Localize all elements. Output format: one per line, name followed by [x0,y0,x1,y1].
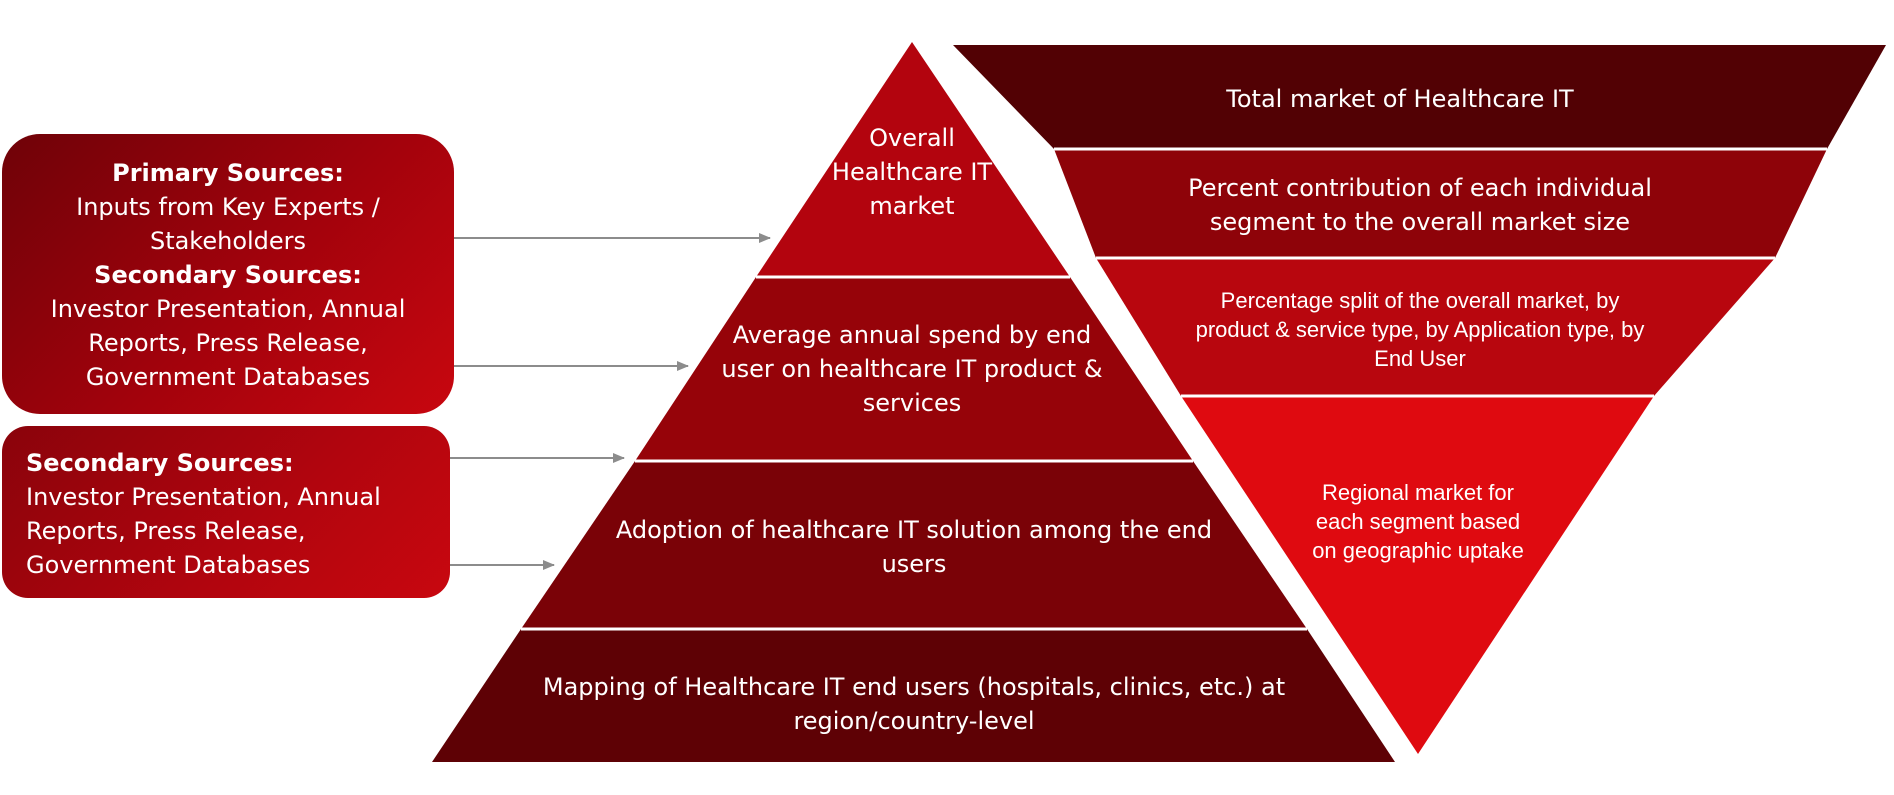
label-line: market [869,192,955,220]
secondary-sources-line: Investor Presentation, Annual [50,295,406,323]
label-line: users [881,550,947,578]
inverted-level-3-shape [1096,258,1775,396]
inverted-level-3-label: Percentage split of the overall market, … [1150,286,1690,373]
label-line: Healthcare IT [831,158,993,186]
secondary-sources-line: Government Databases [85,363,371,391]
secondary-sources-heading: Secondary Sources: [94,261,362,289]
inverted-level-2-label: Percent contribution of each individual … [1130,171,1710,239]
label-line: Mapping of Healthcare IT end users (hosp… [542,673,1286,701]
pyramid-level-4-label: Mapping of Healthcare IT end users (hosp… [524,670,1304,738]
label-line: on geographic uptake [1312,538,1524,563]
primary-sources-line: Stakeholders [149,227,307,255]
secondary-sources-line: Investor Presentation, Annual [26,483,381,511]
inverted-level-4-shape [1181,396,1654,754]
secondary-sources-box: Secondary Sources: Investor Presentation… [2,426,450,598]
label-line: Adoption of healthcare IT solution among… [615,516,1213,544]
pyramid-level-3-shape [521,461,1307,629]
label-line: user on healthcare IT product & [721,355,1103,383]
pyramid-level-3-label: Adoption of healthcare IT solution among… [594,513,1234,581]
label-line: Average annual spend by end [732,321,1092,349]
label-line: segment to the overall market size [1209,208,1631,236]
label-line: Regional market for [1322,480,1514,505]
label-line: product & service type, by Application t… [1195,317,1645,342]
inverted-level-2-shape [1054,149,1827,258]
pyramid-level-1-label: Overall Healthcare IT market [812,121,1012,223]
label-line: region/country-level [793,707,1035,735]
label-line: End User [1374,346,1466,371]
pyramid-level-2-shape [635,277,1193,461]
primary-sources-line: Inputs from Key Experts / [76,193,380,221]
inverted-level-4-label: Regional market for each segment based o… [1278,478,1558,565]
inverted-level-1-label: Total market of Healthcare IT [1150,82,1650,116]
label-line: Overall [869,124,955,152]
secondary-sources-line: Reports, Press Release, [26,517,306,545]
inverted-level-1-shape [953,45,1886,149]
label-line: Percent contribution of each individual [1188,174,1652,202]
label-line: Percentage split of the overall market, … [1220,288,1620,313]
secondary-sources-line: Reports, Press Release, [88,329,368,357]
primary-sources-box: Primary Sources: Inputs from Key Experts… [2,134,454,414]
pyramid-level-2-label: Average annual spend by end user on heal… [692,318,1132,420]
pyramid-level-1-shape [756,42,1070,277]
label-line: each segment based [1315,509,1521,534]
primary-sources-heading: Primary Sources: [112,159,344,187]
secondary-sources-heading: Secondary Sources: [26,449,294,477]
label-line: services [862,389,962,417]
pyramid-level-4-shape [432,629,1395,762]
secondary-sources-line: Government Databases [26,551,311,579]
label-line: Total market of Healthcare IT [1226,85,1574,113]
